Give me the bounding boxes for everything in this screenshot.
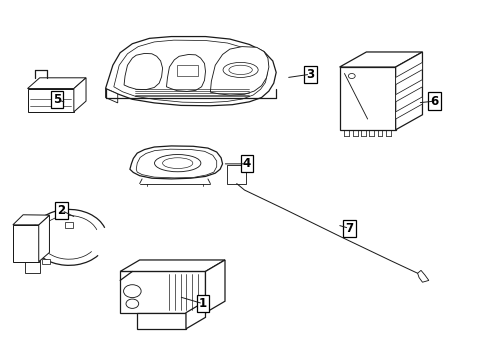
Circle shape: [123, 285, 141, 298]
Polygon shape: [395, 62, 422, 85]
Polygon shape: [19, 244, 41, 251]
Polygon shape: [339, 67, 395, 130]
Polygon shape: [39, 215, 49, 262]
Circle shape: [126, 299, 139, 309]
Polygon shape: [205, 260, 224, 313]
Polygon shape: [124, 53, 162, 90]
Polygon shape: [120, 271, 205, 313]
Polygon shape: [13, 225, 39, 262]
Polygon shape: [130, 146, 222, 179]
Polygon shape: [137, 313, 185, 329]
Polygon shape: [74, 78, 86, 112]
Polygon shape: [27, 89, 74, 112]
Polygon shape: [210, 46, 268, 95]
Polygon shape: [395, 97, 422, 119]
Polygon shape: [339, 52, 422, 67]
Text: 5: 5: [53, 93, 61, 106]
Polygon shape: [114, 40, 267, 103]
Ellipse shape: [228, 65, 252, 75]
Polygon shape: [417, 270, 428, 282]
Polygon shape: [185, 301, 205, 329]
Polygon shape: [19, 228, 33, 244]
Circle shape: [347, 73, 354, 78]
Ellipse shape: [223, 62, 258, 77]
Ellipse shape: [154, 154, 201, 172]
Text: 4: 4: [243, 157, 250, 170]
Polygon shape: [24, 257, 40, 273]
Text: 6: 6: [429, 95, 438, 108]
Text: 3: 3: [305, 68, 314, 81]
Ellipse shape: [162, 158, 192, 168]
Polygon shape: [13, 215, 49, 225]
Polygon shape: [395, 80, 422, 102]
Polygon shape: [395, 52, 422, 130]
Polygon shape: [105, 37, 276, 106]
Text: 2: 2: [58, 204, 65, 217]
Polygon shape: [120, 260, 224, 271]
Bar: [227, 165, 245, 184]
Bar: [177, 64, 197, 76]
Bar: [64, 222, 73, 228]
Text: 7: 7: [345, 222, 353, 235]
Polygon shape: [105, 89, 118, 103]
Bar: [42, 259, 50, 264]
Polygon shape: [136, 149, 216, 178]
Polygon shape: [27, 78, 86, 89]
Text: 1: 1: [199, 297, 207, 310]
Polygon shape: [166, 54, 205, 91]
